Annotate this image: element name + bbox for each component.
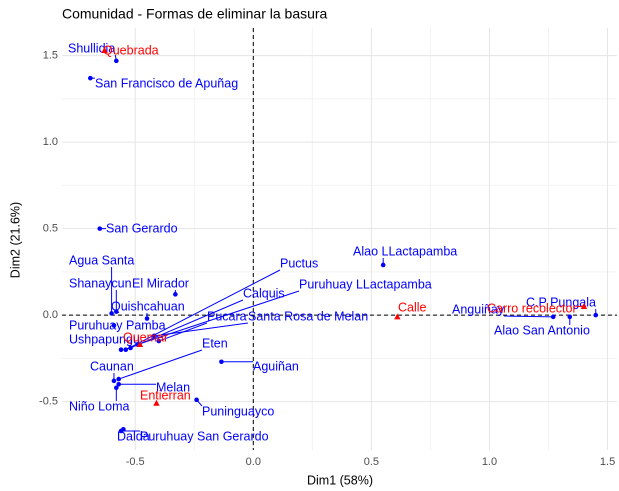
point-label: Puninguayco xyxy=(202,404,274,418)
point xyxy=(97,226,103,231)
leader-line xyxy=(137,290,300,345)
leader-line xyxy=(130,299,244,349)
point-label: Melan xyxy=(156,380,190,394)
point xyxy=(567,314,573,320)
point-label: Aguiñan xyxy=(253,359,299,373)
point xyxy=(550,314,556,320)
point-label: Santa Rosa de Melan xyxy=(248,309,368,323)
point xyxy=(153,399,160,406)
point-label: Caunan xyxy=(90,359,134,373)
y-tick-label: 1.5 xyxy=(43,50,58,62)
point-label: San Francisco de Apuñag xyxy=(95,76,238,90)
chart-title: Comunidad - Formas de eliminar la basura xyxy=(62,6,328,22)
point-label: El Mirador xyxy=(132,276,189,290)
point-label: Entierran xyxy=(140,388,191,402)
point xyxy=(118,428,124,434)
point xyxy=(156,338,162,344)
point xyxy=(136,341,144,347)
point xyxy=(88,75,93,81)
point-label: C.P Pungala xyxy=(526,295,596,309)
point xyxy=(219,359,224,365)
grid xyxy=(62,28,617,450)
point xyxy=(109,311,114,316)
point xyxy=(380,262,386,268)
point xyxy=(173,292,178,297)
x-tick-label: -0.5 xyxy=(126,456,145,468)
point xyxy=(118,347,124,352)
point xyxy=(111,378,117,384)
point xyxy=(114,58,119,64)
point-label: Carro recolector xyxy=(487,301,577,315)
point xyxy=(101,46,108,53)
point-label: Puctus xyxy=(280,256,318,270)
x-axis-label: Dim1 (58%) xyxy=(307,473,373,487)
leader-line xyxy=(125,269,281,351)
x-tick-label: 1.0 xyxy=(482,456,497,468)
point xyxy=(114,385,119,391)
y-axis-label: Dim2 (21.6%) xyxy=(8,202,22,278)
point-label: Alao San Antonio xyxy=(494,323,590,337)
point-label: San Gerardo xyxy=(106,221,178,235)
point xyxy=(394,313,401,320)
point xyxy=(116,381,121,387)
point xyxy=(111,323,117,328)
point-label: Pucara xyxy=(207,309,247,323)
point-label: Eten xyxy=(202,336,228,350)
point xyxy=(114,309,119,314)
leader-line xyxy=(118,349,203,380)
point-label: Ushpapungu xyxy=(69,332,140,346)
point-label: Agua Santa xyxy=(69,253,134,267)
x-tick-label: 1.5 xyxy=(600,456,615,468)
x-tick-label: 0.0 xyxy=(246,456,261,468)
point xyxy=(151,333,157,339)
y-tick-label: -0.5 xyxy=(39,395,58,407)
y-tick-label: 0.0 xyxy=(43,309,58,321)
y-tick-label: 1.0 xyxy=(43,136,58,148)
point xyxy=(128,345,133,351)
point xyxy=(144,316,150,321)
point-label: Puruhuay Pamba xyxy=(69,318,166,332)
point xyxy=(194,397,199,403)
point-label: Niño Loma xyxy=(69,399,129,413)
leader-line xyxy=(154,322,249,337)
point xyxy=(116,376,121,382)
point-label: Alao LLactapamba xyxy=(353,244,457,258)
point-label: Quishcahuan xyxy=(111,299,185,313)
point-label: Dalda xyxy=(117,429,150,443)
point-label: Quemar xyxy=(123,330,168,344)
point-label: Calle xyxy=(398,300,427,314)
point-label: Calquis xyxy=(243,286,285,300)
point xyxy=(123,347,129,352)
point-label: Shanaycun xyxy=(69,276,132,290)
point xyxy=(593,312,599,318)
leader-line xyxy=(504,315,554,318)
point-label: Puruhuay LLactapamba xyxy=(299,277,432,291)
x-tick-label: 0.5 xyxy=(364,456,379,468)
y-tick-label: 0.5 xyxy=(43,223,58,235)
point-label: Puruhuay San Gerardo xyxy=(140,429,269,443)
point-label: Anguiñay xyxy=(452,302,505,316)
point-label: Quebrada xyxy=(103,43,159,57)
point xyxy=(580,302,588,309)
